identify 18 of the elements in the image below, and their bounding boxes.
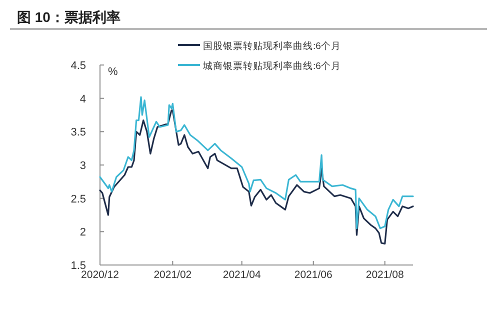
line-series xyxy=(99,96,414,230)
y-tick-label: 1.5 xyxy=(70,260,86,272)
x-tick-label: 2021/02 xyxy=(154,269,192,281)
line-series xyxy=(99,110,414,244)
y-tick-label: 4.5 xyxy=(70,60,86,72)
x-tick-label: 2020/12 xyxy=(81,269,120,281)
y-tick-label: 3 xyxy=(80,160,86,172)
y-tick-label: 2.5 xyxy=(70,193,86,206)
x-tick-label: 2021/06 xyxy=(294,269,332,281)
y-tick-label: 3.5 xyxy=(70,126,86,139)
x-tick-label: 2021/04 xyxy=(222,269,261,281)
legend-label: 城商银票转贴现利率曲线:6个月 xyxy=(202,60,341,72)
legend-label: 国股银票转贴现利率曲线:6个月 xyxy=(203,40,341,52)
chart-title: 图 10：票据利率 xyxy=(17,9,120,25)
x-tick-label: 2021/08 xyxy=(366,269,404,281)
y-tick-label: 2 xyxy=(80,226,86,239)
y-axis-title: % xyxy=(108,66,118,78)
y-tick-label: 4 xyxy=(80,93,86,106)
